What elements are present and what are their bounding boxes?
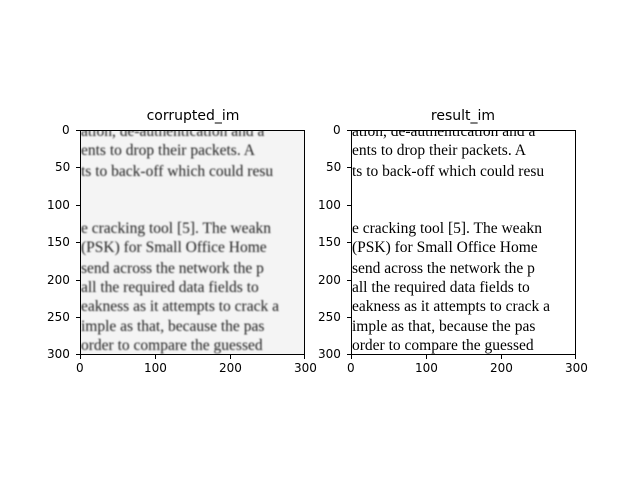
doc-line: ents to drop their packets. A [81,142,255,159]
y-tick-mark [347,167,351,168]
y-tick-mark [347,280,351,281]
y-tick-mark [76,280,80,281]
x-tick-mark [426,355,427,359]
y-tick-mark [76,130,80,131]
x-tick-label: 0 [76,361,84,375]
x-tick-label: 200 [490,361,513,375]
doc-line: ents to drop their packets. A [352,142,526,159]
x-tick-label: 300 [294,361,317,375]
result-panel-title: result_im [430,108,496,124]
x-tick-mark [80,355,81,359]
y-tick-label: 100 [47,198,70,212]
y-tick-label: 200 [318,273,341,287]
doc-line: ts to back-off which could resu [352,163,545,180]
doc-line: imple as that, because the pas [352,318,536,335]
y-tick-mark [76,205,80,206]
y-tick-label: 50 [326,160,342,174]
doc-line: order to compare the guessed [352,337,534,354]
x-tick-mark [501,355,502,359]
doc-line: (PSK) for Small Office Home [352,239,538,256]
x-tick-label: 100 [144,361,167,375]
doc-line: ts to back-off which could resu [81,163,274,180]
y-tick-label: 300 [47,347,70,361]
y-tick-label: 250 [318,310,341,324]
x-tick-mark [351,355,352,359]
doc-line: eakness as it attempts to crack a [352,298,550,315]
doc-line: eakness as it attempts to crack a [81,298,279,315]
x-tick-label: 0 [347,361,355,375]
doc-line: all the required data fields to [81,279,259,296]
y-tick-label: 100 [318,198,341,212]
corrupted-panel-title: corrupted_im [146,108,240,124]
doc-line: imple as that, because the pas [81,318,265,335]
doc-line: ation, de-authentication and a [352,130,536,140]
y-tick-label: 300 [318,347,341,361]
y-tick-mark [347,130,351,131]
y-tick-mark [347,205,351,206]
x-tick-label: 200 [219,361,242,375]
doc-line: all the required data fields to [352,279,530,296]
x-tick-mark [575,355,576,359]
y-tick-label: 250 [47,310,70,324]
y-tick-label: 0 [62,123,70,137]
y-tick-label: 0 [333,123,341,137]
doc-line: send across the network the p [352,260,535,277]
y-tick-mark [76,354,80,355]
doc-line: e cracking tool [5]. The weakn [352,220,542,237]
x-tick-mark [230,355,231,359]
doc-line: (PSK) for Small Office Home [81,239,267,256]
y-tick-mark [347,354,351,355]
doc-line: send across the network the p [81,260,264,277]
x-tick-label: 100 [415,361,438,375]
y-tick-mark [76,167,80,168]
doc-line: e cracking tool [5]. The weakn [81,220,271,237]
y-tick-label: 150 [47,235,70,249]
y-tick-mark [347,317,351,318]
x-tick-mark [304,355,305,359]
x-tick-label: 300 [565,361,588,375]
corrupted-image-axes: ation, de-authentication and a ents to d… [80,130,305,355]
doc-line: ation, de-authentication and a [81,130,265,140]
x-tick-mark [155,355,156,359]
y-tick-label: 200 [47,273,70,287]
y-tick-mark [76,242,80,243]
result-image-axes: ation, de-authentication and a ents to d… [351,130,576,355]
y-tick-mark [76,317,80,318]
doc-line: order to compare the guessed [81,337,263,354]
y-tick-mark [347,242,351,243]
y-tick-label: 50 [55,160,71,174]
y-tick-label: 150 [318,235,341,249]
